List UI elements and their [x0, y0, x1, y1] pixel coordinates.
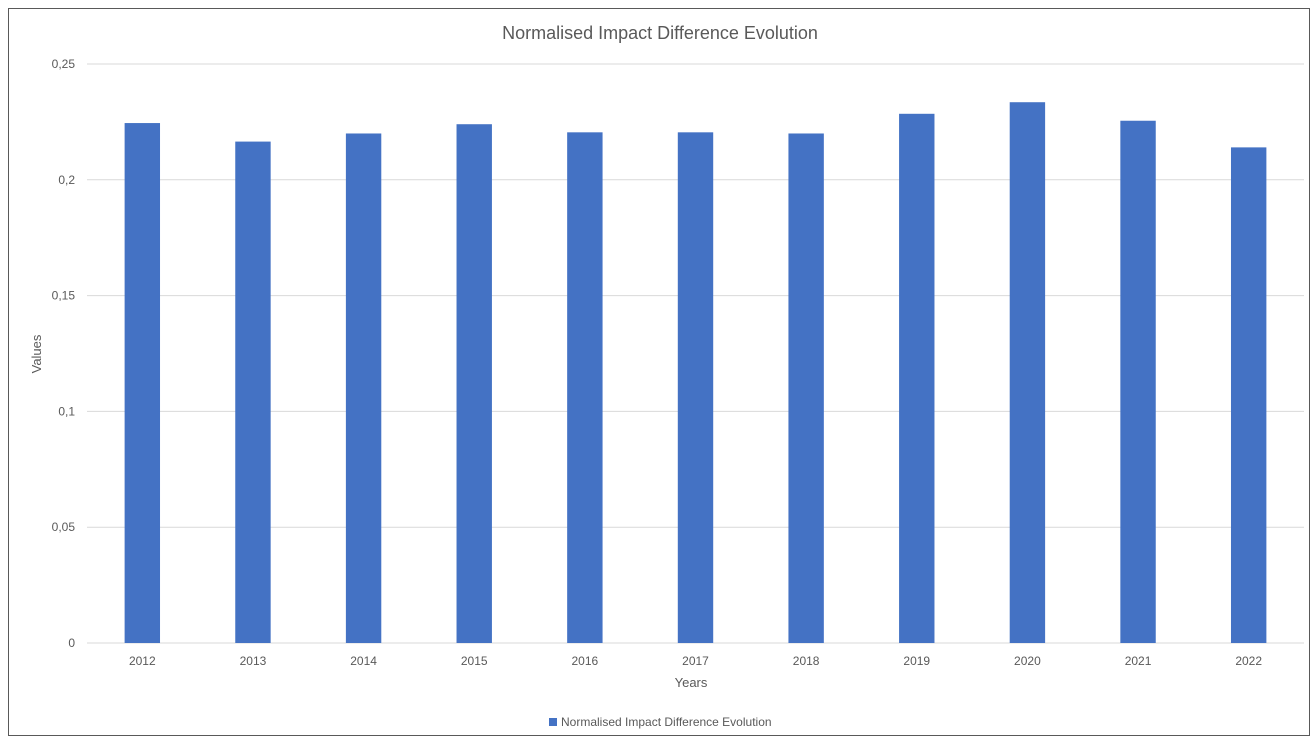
bar-2021 [1120, 120, 1156, 643]
bar-chart: Normalised Impact Difference Evolution 0… [29, 23, 1304, 729]
chart-title: Normalised Impact Difference Evolution [502, 23, 818, 43]
x-axis-title: Years [675, 675, 708, 690]
legend-label: Normalised Impact Difference Evolution [561, 715, 772, 729]
y-tick-label: 0,05 [52, 520, 76, 534]
x-tick-label: 2012 [129, 654, 156, 668]
x-tick-label: 2016 [572, 654, 599, 668]
y-tick-labels: 0 0,05 0,1 0,15 0,2 0,25 [52, 57, 76, 650]
legend-swatch [549, 718, 557, 726]
x-tick-label: 2021 [1125, 654, 1152, 668]
bar-2012 [124, 123, 161, 644]
bar-2014 [345, 133, 382, 643]
y-tick-label: 0,2 [58, 173, 75, 187]
y-tick-label: 0,1 [58, 404, 75, 418]
y-tick-label: 0 [68, 636, 75, 650]
x-tick-labels: 2012 2013 2014 2015 2016 2017 2018 2019 2020 2021… [129, 654, 1262, 668]
bar-2022 [1230, 147, 1267, 643]
bars [124, 102, 1267, 644]
y-tick-label: 0,25 [52, 57, 76, 71]
x-tick-label: 2019 [903, 654, 930, 668]
x-tick-label: 2022 [1235, 654, 1262, 668]
x-tick-label: 2020 [1014, 654, 1041, 668]
bar-2020 [1009, 102, 1046, 644]
x-tick-label: 2018 [793, 654, 820, 668]
x-tick-label: 2014 [350, 654, 377, 668]
x-tick-label: 2015 [461, 654, 488, 668]
bar-2018 [788, 133, 824, 643]
y-tick-label: 0,15 [52, 289, 76, 303]
legend: Normalised Impact Difference Evolution [549, 715, 772, 729]
bar-2013 [235, 141, 271, 643]
bar-2019 [899, 113, 935, 643]
x-tick-label: 2017 [682, 654, 709, 668]
bar-2016 [567, 132, 603, 643]
x-tick-label: 2013 [240, 654, 267, 668]
bar-2015 [456, 124, 492, 643]
bar-2017 [677, 132, 714, 643]
y-axis-title: Values [29, 334, 44, 373]
chart-frame: Normalised Impact Difference Evolution 0… [8, 8, 1310, 736]
